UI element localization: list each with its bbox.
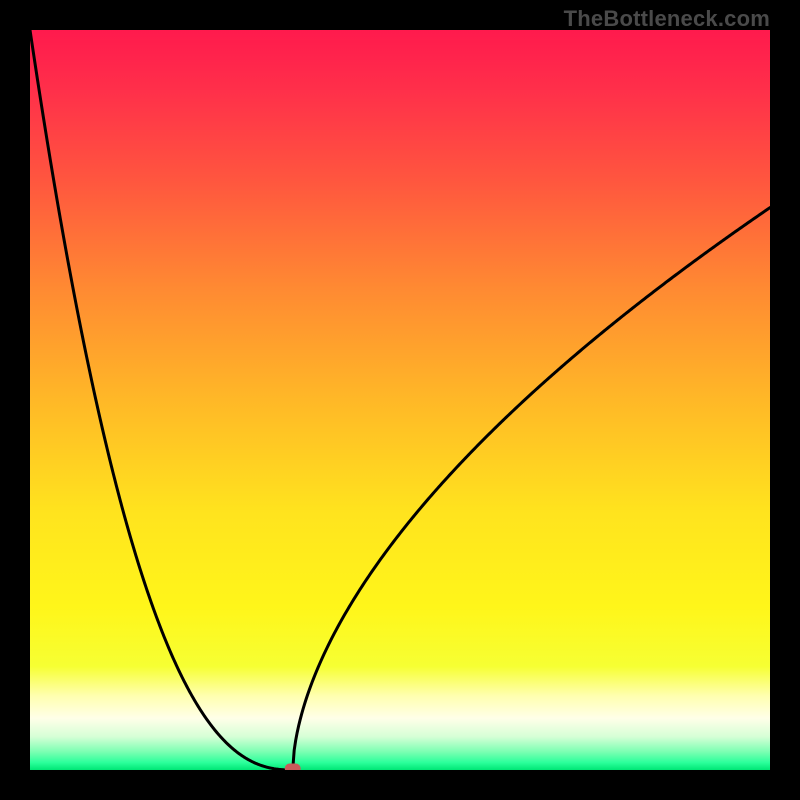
frame-border-left <box>0 0 30 800</box>
frame-border-right <box>770 0 800 800</box>
frame-border-bottom <box>0 770 800 800</box>
plot-background <box>30 30 770 770</box>
bottleneck-chart <box>0 0 800 800</box>
watermark-text: TheBottleneck.com <box>564 6 770 32</box>
